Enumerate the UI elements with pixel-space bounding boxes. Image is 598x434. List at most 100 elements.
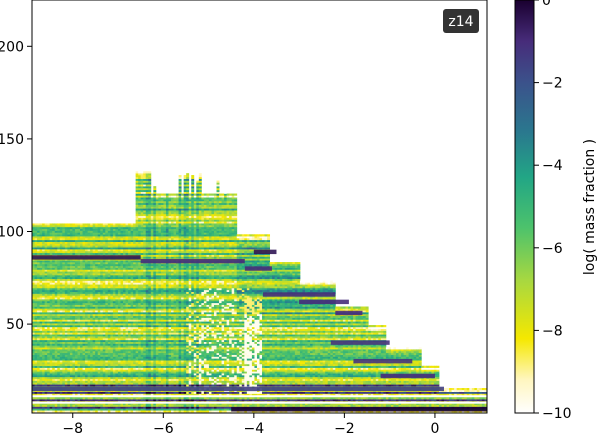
heatmap-cell [100,225,104,228]
heatmap-cell [52,380,56,383]
heatmap-cell [39,289,43,292]
heatmap-cell [143,358,147,361]
heatmap-cell [92,245,96,248]
heatmap-cell [97,319,101,322]
heatmap-cell [105,243,109,246]
heatmap-cell [112,221,116,224]
heatmap-cell [123,252,126,255]
heatmap-cell [74,334,78,337]
heatmap-cell [57,287,61,291]
heatmap-cell [148,365,152,368]
heatmap-cell [72,225,76,228]
heatmap-cell [120,267,124,270]
heatmap-cell [67,249,71,252]
heatmap-cell [110,295,114,298]
heatmap-cell [112,397,116,400]
heatmap-cell [97,300,101,304]
heatmap-cell [115,358,119,361]
heatmap-cell [143,195,147,198]
heatmap-cell [67,410,71,413]
heatmap-cell [95,271,99,274]
heatmap-cell [59,263,63,267]
heatmap-cell [130,289,134,292]
heatmap-cell [145,241,149,244]
heatmap-cell [47,341,51,344]
heatmap-cell [34,275,38,278]
heatmap-cell [138,293,142,296]
heatmap-cell [107,365,111,368]
heatmap-cell [120,341,124,344]
heatmap-cell [32,371,35,374]
heatmap-cell [34,319,38,322]
heatmap-cell [42,360,46,363]
heatmap-cell [64,360,68,363]
heatmap-cell [42,271,46,274]
heatmap-cell [34,408,38,411]
heatmap-cell [32,323,35,326]
heatmap-cell [64,367,68,370]
heatmap-cell [77,289,81,292]
heatmap-cell [69,237,73,241]
heatmap-cell [37,289,40,292]
heatmap-cell [123,265,126,268]
heatmap-cell [133,223,137,226]
heatmap-cell [54,282,58,285]
heatmap-cell [62,376,66,380]
heatmap-cell [82,313,86,317]
heatmap-cell [135,180,139,183]
heatmap-cell [44,343,48,346]
heatmap-cell [102,271,106,274]
heatmap-cell [87,234,91,237]
heatmap-cell [74,378,78,381]
heatmap-cell [105,371,109,374]
heatmap-cell [95,363,99,367]
heatmap-cell [105,221,109,224]
heatmap-cell [82,349,86,352]
heatmap-cell [125,228,129,231]
heatmap-cell [37,275,40,278]
heatmap-cell [102,378,106,381]
heatmap-cell [148,362,152,365]
heatmap-cell [57,339,61,342]
heatmap-cell [67,293,71,296]
heatmap-cell [92,328,96,331]
heatmap-cell [140,250,144,254]
heatmap-cell [59,234,63,237]
heatmap-cell [100,241,104,244]
heatmap-cell [87,230,91,233]
heatmap-cell [110,284,114,287]
heatmap-cell [130,226,134,230]
heatmap-cell [102,282,106,285]
heatmap-cell [105,326,109,330]
heatmap-cell [44,247,48,250]
heatmap-cell [77,315,81,318]
heatmap-cell [115,280,119,283]
heatmap-cell [85,384,89,387]
heatmap-cell [102,228,106,231]
heatmap-cell [110,345,114,348]
heatmap-cell [115,336,119,339]
heatmap-cell [77,234,81,237]
heatmap-cell [77,225,81,228]
heatmap-cell [49,376,53,380]
heatmap-cell [64,332,68,335]
heatmap-cell [77,319,81,322]
heatmap-cell [77,278,81,281]
heatmap-cell [42,399,46,402]
heatmap-cell [74,345,78,348]
heatmap-cell [105,310,109,313]
heatmap-cell [102,221,106,224]
heatmap-cell [138,275,142,278]
heatmap-cell [74,336,78,339]
heatmap-cell [34,326,38,330]
heatmap-cell [57,263,61,267]
heatmap-cell [115,236,119,239]
heatmap-cell [117,302,121,305]
heatmap-cell [95,399,99,402]
heatmap-cell [44,300,48,304]
heatmap-cell [39,358,43,361]
heatmap-cell [90,260,94,263]
heatmap-cell [143,269,147,272]
heatmap-cell [112,239,116,242]
heatmap-cell [74,225,78,228]
